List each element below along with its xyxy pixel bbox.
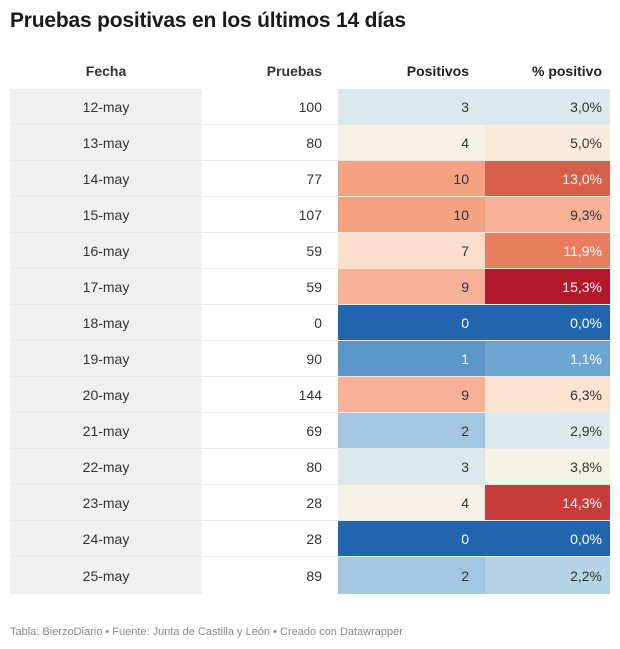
cell-positivos: 10 — [338, 161, 485, 196]
cell-fecha: 23-may — [10, 485, 202, 520]
table-body: 12-may 100 3 3,0% 13-may 80 4 5,0% 14-may 77 10 13,… — [10, 89, 610, 594]
table-row: 24-may 28 0 0,0% — [10, 521, 610, 557]
table-row: 12-may 100 3 3,0% — [10, 89, 610, 125]
cell-porcentaje-positivo: 1,1% — [485, 341, 610, 376]
cell-porcentaje-positivo: 0,0% — [485, 305, 610, 340]
header-porcentaje-positivo[interactable]: % positivo — [531, 62, 602, 79]
cell-positivos: 10 — [338, 197, 485, 232]
cell-fecha: 17-may — [10, 269, 202, 304]
cell-fecha: 24-may — [10, 521, 202, 556]
cell-pruebas: 69 — [306, 422, 322, 439]
cell-fecha: 12-may — [10, 89, 202, 124]
header-positivos[interactable]: Positivos — [406, 62, 469, 79]
cell-fecha: 18-may — [10, 305, 202, 340]
cell-porcentaje-positivo: 5,0% — [485, 125, 610, 160]
cell-porcentaje-positivo: 2,9% — [485, 413, 610, 448]
source-footer: Tabla: BierzoDiario • Fuente: Junta de C… — [10, 626, 403, 638]
cell-pruebas: 59 — [306, 242, 322, 259]
table-row: 23-may 28 4 14,3% — [10, 485, 610, 521]
cell-positivos: 4 — [338, 125, 485, 160]
data-table: Fecha Pruebas Positivos % positivo 12-ma… — [10, 52, 610, 594]
cell-pruebas: 77 — [306, 170, 322, 187]
cell-positivos: 2 — [338, 413, 485, 448]
cell-positivos: 2 — [338, 557, 485, 594]
cell-pruebas: 28 — [306, 530, 322, 547]
cell-fecha: 25-may — [10, 557, 202, 594]
cell-fecha: 19-may — [10, 341, 202, 376]
cell-positivos: 9 — [338, 377, 485, 412]
cell-positivos: 3 — [338, 449, 485, 484]
cell-fecha: 16-may — [10, 233, 202, 268]
header-pruebas[interactable]: Pruebas — [266, 62, 322, 79]
cell-pruebas: 144 — [298, 386, 322, 403]
cell-positivos: 9 — [338, 269, 485, 304]
cell-positivos: 7 — [338, 233, 485, 268]
cell-pruebas: 80 — [306, 458, 322, 475]
table-header: Fecha Pruebas Positivos % positivo — [10, 52, 610, 89]
cell-fecha: 15-may — [10, 197, 202, 232]
cell-pruebas: 0 — [314, 314, 322, 331]
cell-pruebas: 90 — [306, 350, 322, 367]
cell-positivos: 0 — [338, 305, 485, 340]
cell-fecha: 13-may — [10, 125, 202, 160]
cell-pruebas: 89 — [306, 567, 322, 584]
table-row: 16-may 59 7 11,9% — [10, 233, 610, 269]
cell-fecha: 20-may — [10, 377, 202, 412]
cell-positivos: 1 — [338, 341, 485, 376]
cell-porcentaje-positivo: 15,3% — [485, 269, 610, 304]
cell-porcentaje-positivo: 0,0% — [485, 521, 610, 556]
table-row: 21-may 69 2 2,9% — [10, 413, 610, 449]
cell-pruebas: 80 — [306, 134, 322, 151]
cell-fecha: 22-may — [10, 449, 202, 484]
cell-pruebas: 59 — [306, 278, 322, 295]
cell-fecha: 21-may — [10, 413, 202, 448]
cell-porcentaje-positivo: 13,0% — [485, 161, 610, 196]
table-row: 17-may 59 9 15,3% — [10, 269, 610, 305]
cell-porcentaje-positivo: 14,3% — [485, 485, 610, 520]
table-row: 15-may 107 10 9,3% — [10, 197, 610, 233]
table-row: 13-may 80 4 5,0% — [10, 125, 610, 161]
cell-porcentaje-positivo: 9,3% — [485, 197, 610, 232]
cell-porcentaje-positivo: 6,3% — [485, 377, 610, 412]
chart-title: Pruebas positivas en los últimos 14 días — [10, 9, 406, 32]
cell-pruebas: 107 — [298, 206, 322, 223]
table-row: 14-may 77 10 13,0% — [10, 161, 610, 197]
table-row: 25-may 89 2 2,2% — [10, 557, 610, 594]
cell-positivos: 0 — [338, 521, 485, 556]
table-row: 20-may 144 9 6,3% — [10, 377, 610, 413]
table-row: 19-may 90 1 1,1% — [10, 341, 610, 377]
header-fecha[interactable]: Fecha — [85, 62, 127, 79]
cell-pruebas: 100 — [298, 98, 322, 115]
cell-fecha: 14-may — [10, 161, 202, 196]
cell-porcentaje-positivo: 3,0% — [485, 89, 610, 124]
cell-porcentaje-positivo: 3,8% — [485, 449, 610, 484]
cell-positivos: 4 — [338, 485, 485, 520]
cell-porcentaje-positivo: 2,2% — [485, 557, 610, 594]
table-row: 18-may 0 0 0,0% — [10, 305, 610, 341]
cell-pruebas: 28 — [306, 494, 322, 511]
cell-porcentaje-positivo: 11,9% — [485, 233, 610, 268]
table-row: 22-may 80 3 3,8% — [10, 449, 610, 485]
cell-positivos: 3 — [338, 89, 485, 124]
